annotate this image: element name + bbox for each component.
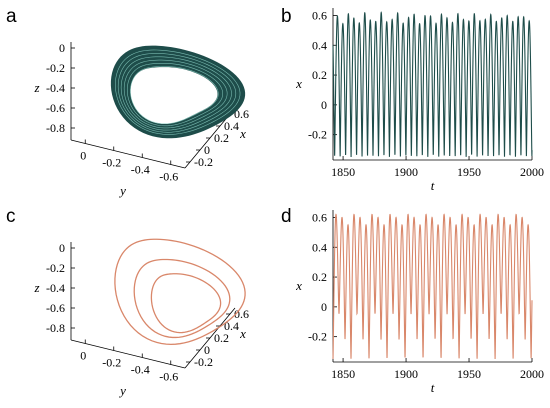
x-tick-label: 2000 [520,367,544,381]
panel-label-a: a [6,6,17,27]
attractor-loop [119,55,234,133]
z-tick-label: 0 [59,41,65,55]
attractor-loop [125,61,225,128]
y-axis [70,139,186,169]
x-tick-label: -0.2 [194,155,213,169]
series-line [332,11,533,157]
y-tick-label: -0.4 [131,363,150,377]
y-tick-label: -0.4 [131,163,150,177]
y-tick-label: 0 [321,300,327,314]
y-axis [70,339,186,369]
y-tick-label: 0.2 [312,270,327,284]
x-tick-label: 2000 [520,165,544,179]
y-tick-label: 0 [321,98,327,112]
x-tick-label: 0.4 [224,319,239,333]
attractor-highlight-loop [117,53,237,133]
attractor-loop [121,58,230,131]
y-tick-label: 0.6 [312,210,327,224]
x-axis-label: x [239,126,246,141]
x-tick-label: 1950 [457,165,481,179]
x-axis-label: x [239,326,246,341]
y-tick-label: 0 [80,149,86,163]
x-axis-label: t [431,178,435,193]
x-tick-label: 1900 [394,165,418,179]
y-tick-label: -0.2 [308,128,327,142]
attractor-loop [118,54,235,133]
x-tick-label: 1900 [394,367,418,381]
z-tick-label: -0.2 [46,61,65,75]
limit-cycle-loop [150,273,222,334]
y-tick-label: -0.2 [308,330,327,344]
y-axis-label: y [118,383,126,398]
x-axis-label: t [431,380,435,395]
time-series-b: 1850 1900 1950 2000 -0.2 0 0.2 0.4 0.6 t x [295,8,544,193]
attractor-highlight-loop [123,59,228,129]
limit-cycle-loop [133,258,231,339]
y-tick-label: 0.4 [312,38,327,52]
z-tick-label: -0.6 [46,301,65,315]
attractor-highlight-loop [130,66,219,125]
x-tick-label: 1850 [331,367,355,381]
y-axis-label: x [295,76,302,91]
limit-cycle-loop [114,238,246,346]
z-axis-label: z [33,280,39,295]
y-tick-label: 0 [80,349,86,363]
panel-label-b: b [281,6,292,27]
panel-label-d: d [281,206,292,227]
z-tick-label: -0.8 [46,121,65,135]
phase-portrait-3d-c: 0-0.2-0.4-0.6-0.8z0 -0.2 -0.4 -0.6y-0.200.2… [33,238,249,398]
z-tick-label: -0.4 [46,81,65,95]
attractor-highlight-loop [120,56,232,131]
y-tick-label: 0.6 [312,8,327,22]
panel-label-c: c [6,206,16,227]
attractor-loop [124,61,226,129]
x-tick-label: 0.6 [234,107,249,121]
series-line [332,213,533,360]
y-tick-label: -0.6 [159,170,178,184]
z-tick-label: -0.4 [46,281,65,295]
z-tick-label: -0.6 [46,101,65,115]
y-axis-label: y [118,183,126,198]
z-tick-label: 0 [59,241,65,255]
attractor-highlight-loop [114,49,241,135]
phase-portrait-3d-a: 0-0.2-0.4-0.6-0.8z0 -0.2 -0.4 -0.6y-0.200.2… [33,41,249,198]
attractor-loop [120,57,231,131]
x-tick-label: -0.2 [194,355,213,369]
x-tick-label: 0 [204,143,210,157]
attractor-highlight-loop [126,62,224,127]
x-tick-label: 0.6 [234,307,249,321]
x-tick-label: 0.4 [224,119,239,133]
z-tick-label: -0.2 [46,261,65,275]
y-tick-label: -0.6 [159,370,178,384]
y-tick-label: 0.4 [312,240,327,254]
x-tick-label: 0.2 [214,331,229,345]
z-tick-label: -0.8 [46,321,65,335]
y-axis-label: x [295,278,302,293]
y-tick-label: -0.2 [102,156,121,170]
attractor-loop [115,51,238,135]
y-tick-label: -0.2 [102,356,121,370]
time-series-d: 1850 1900 1950 2000 -0.2 0 0.2 0.4 0.6 t x [295,210,544,395]
z-axis-label: z [33,80,39,95]
x-tick-label: 1850 [331,165,355,179]
x-tick-label: 1950 [457,367,481,381]
x-tick-label: 0.2 [214,131,229,145]
x-tick-label: 0 [204,343,210,357]
y-tick-label: 0.2 [312,68,327,82]
